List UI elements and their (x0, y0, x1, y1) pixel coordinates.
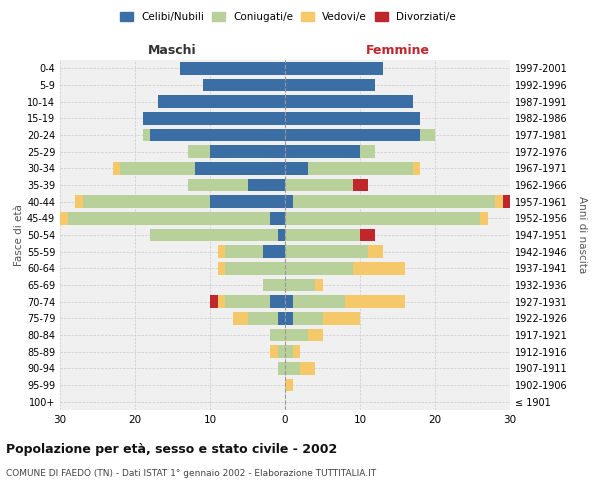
Bar (285, 329, 308, 341)
Bar (285, 362, 300, 374)
Bar (308, 162, 413, 174)
Bar (353, 179, 367, 192)
Bar (300, 362, 315, 374)
Bar (203, 79, 285, 92)
Bar (277, 346, 285, 358)
Bar (157, 96, 285, 108)
Bar (225, 296, 270, 308)
Bar (195, 162, 285, 174)
Bar (285, 179, 353, 192)
Bar (285, 129, 420, 141)
Legend: Celibi/Nubili, Coniugati/e, Vedovi/e, Divorziati/e: Celibi/Nubili, Coniugati/e, Vedovi/e, Di… (116, 8, 460, 26)
Bar (315, 279, 323, 291)
Bar (210, 196, 285, 208)
Bar (270, 329, 285, 341)
Bar (293, 312, 323, 324)
Bar (285, 279, 315, 291)
Bar (143, 129, 150, 141)
Bar (270, 212, 285, 224)
Bar (218, 296, 225, 308)
Bar (345, 296, 405, 308)
Text: Femmine: Femmine (365, 44, 430, 57)
Bar (113, 162, 120, 174)
Bar (270, 346, 277, 358)
Bar (150, 129, 285, 141)
Bar (285, 379, 293, 391)
Bar (308, 329, 323, 341)
Bar (83, 196, 210, 208)
Bar (233, 312, 248, 324)
Text: Maschi: Maschi (148, 44, 197, 57)
Bar (263, 279, 285, 291)
Bar (285, 162, 308, 174)
Bar (323, 312, 360, 324)
Bar (285, 212, 480, 224)
Bar (210, 296, 218, 308)
Text: COMUNE DI FAEDO (TN) - Dati ISTAT 1° gennaio 2002 - Elaborazione TUTTITALIA.IT: COMUNE DI FAEDO (TN) - Dati ISTAT 1° gen… (6, 469, 376, 478)
Bar (67, 212, 270, 224)
Bar (495, 196, 503, 208)
Bar (293, 296, 345, 308)
Bar (285, 196, 293, 208)
Bar (293, 196, 495, 208)
Bar (367, 246, 383, 258)
Bar (285, 229, 360, 241)
Bar (293, 346, 300, 358)
Bar (285, 112, 420, 124)
Bar (225, 262, 285, 274)
Bar (285, 246, 367, 258)
Bar (120, 162, 195, 174)
Bar (218, 262, 225, 274)
Bar (285, 62, 383, 74)
Bar (218, 246, 225, 258)
Bar (270, 296, 285, 308)
Bar (285, 146, 360, 158)
Bar (360, 229, 375, 241)
Y-axis label: Fasce di età: Fasce di età (14, 204, 24, 266)
Bar (277, 312, 285, 324)
Bar (285, 312, 293, 324)
Bar (285, 79, 375, 92)
Text: Popolazione per età, sesso e stato civile - 2002: Popolazione per età, sesso e stato civil… (6, 442, 337, 456)
Bar (143, 112, 285, 124)
Bar (180, 62, 285, 74)
Bar (285, 96, 413, 108)
Bar (60, 212, 67, 224)
Bar (277, 362, 285, 374)
Bar (75, 196, 83, 208)
Bar (225, 246, 263, 258)
Bar (248, 312, 277, 324)
Bar (413, 162, 420, 174)
Bar (480, 212, 487, 224)
Bar (360, 146, 375, 158)
Bar (285, 346, 293, 358)
Bar (420, 129, 435, 141)
Bar (503, 196, 510, 208)
Bar (150, 229, 277, 241)
Bar (263, 246, 285, 258)
Bar (248, 179, 285, 192)
Bar (285, 262, 353, 274)
Y-axis label: Anni di nascita: Anni di nascita (577, 196, 587, 274)
Bar (285, 296, 293, 308)
Bar (210, 146, 285, 158)
Bar (277, 229, 285, 241)
Bar (187, 179, 248, 192)
Bar (353, 262, 405, 274)
Bar (187, 146, 210, 158)
